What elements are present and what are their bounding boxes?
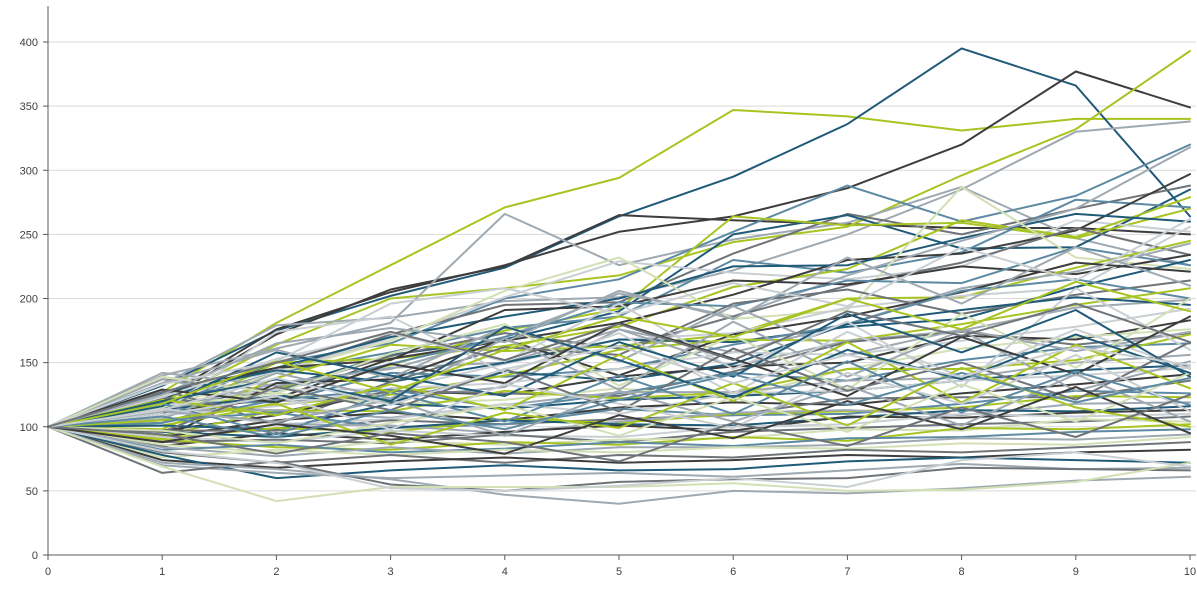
x-tick-label: 0	[45, 566, 51, 578]
series-line-80	[47, 246, 1191, 428]
series-line-81	[47, 218, 1191, 428]
x-tick-label: 7	[844, 566, 850, 578]
series-line-17	[47, 146, 1191, 428]
y-tick-label: 0	[32, 550, 38, 562]
series-line-82	[47, 280, 1191, 428]
series-line-30	[47, 298, 1191, 428]
series-line-59	[47, 425, 1191, 492]
series-line-76	[47, 366, 1191, 446]
series-line-64	[47, 315, 1191, 428]
x-tick-label: 2	[273, 566, 279, 578]
series-line-4	[47, 70, 1191, 428]
series-line-36	[47, 342, 1191, 428]
series-line-44	[47, 395, 1191, 440]
series-lines	[47, 47, 1191, 505]
series-line-6	[47, 120, 1191, 428]
y-tick-label: 200	[20, 294, 38, 306]
x-tick-label: 3	[388, 566, 394, 578]
series-line-50	[47, 418, 1191, 454]
x-tick-label: 1	[159, 566, 165, 578]
series-line-54	[47, 425, 1191, 459]
series-line-41	[47, 373, 1191, 438]
series-line-60	[47, 425, 1191, 505]
series-line-61	[47, 425, 1191, 503]
series-line-5	[47, 50, 1191, 428]
series-line-7	[47, 185, 1191, 428]
series-line-75	[47, 371, 1191, 445]
series-line-46	[47, 405, 1191, 438]
series-line-69	[47, 315, 1191, 428]
series-line-74	[47, 373, 1191, 437]
series-line-19	[47, 185, 1191, 428]
series-line-73	[47, 353, 1191, 431]
series-line-78	[47, 393, 1191, 463]
series-line-31	[47, 296, 1191, 428]
x-tick-label: 8	[959, 566, 965, 578]
x-tick-label: 6	[730, 566, 736, 578]
series-line-2	[47, 47, 1191, 428]
y-tick-label: 400	[20, 37, 38, 49]
x-tick-label: 4	[502, 566, 508, 578]
y-tick-label: 150	[20, 358, 38, 370]
series-line-58	[47, 425, 1191, 480]
series-line-68	[47, 309, 1191, 428]
x-tick-label: 10	[1184, 566, 1196, 578]
y-tick-label: 250	[20, 229, 38, 241]
series-line-29	[47, 287, 1191, 428]
y-tick-label: 100	[20, 422, 38, 434]
series-line-79	[47, 325, 1191, 428]
series-line-72	[47, 360, 1191, 436]
series-line-85	[47, 302, 1191, 428]
y-tick-label: 350	[20, 101, 38, 113]
axes	[47, 6, 1196, 556]
series-line-51	[47, 423, 1191, 451]
y-tick-labels: 0 50 100 150 200 250 300 350 400	[20, 37, 48, 562]
series-line-83	[47, 371, 1191, 438]
y-tick-label: 300	[20, 165, 38, 177]
x-tick-label: 9	[1073, 566, 1079, 578]
x-tick-labels: 0 1 2 3 4 5 6 7 8 9 10	[45, 555, 1196, 578]
series-line-62	[47, 425, 1191, 492]
x-tick-label: 5	[616, 566, 622, 578]
series-line-84	[47, 345, 1191, 428]
y-tick-label: 50	[26, 486, 38, 498]
